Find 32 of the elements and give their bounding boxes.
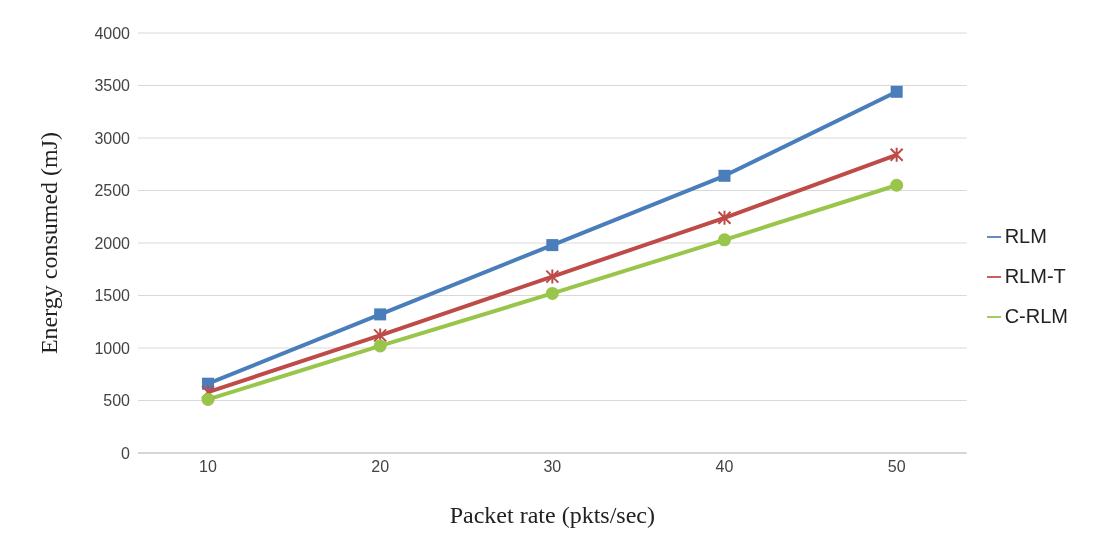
y-tick-label: 3500 [94, 77, 131, 95]
point [374, 308, 387, 321]
x-tick-label: 20 [371, 458, 390, 476]
point [545, 286, 559, 300]
y-tick-label: 2500 [94, 182, 131, 200]
y-tick-label: 500 [103, 392, 131, 410]
point [890, 85, 903, 98]
y-tick-label: 1000 [94, 339, 131, 357]
y-tick-label: 2000 [94, 234, 131, 252]
legend-label: RLM [1004, 224, 1047, 247]
legend-label: RLM-T [1004, 264, 1066, 287]
point [373, 327, 388, 344]
point [717, 233, 731, 247]
x-tick-label: 50 [887, 458, 906, 476]
y-tick-label: 3000 [94, 129, 131, 147]
x-tick-label: 30 [543, 458, 562, 476]
legend-label: C-RLM [1004, 304, 1068, 327]
point [717, 209, 732, 226]
x-tick-label: 10 [199, 458, 217, 476]
y-tick-label: 1500 [94, 287, 131, 305]
point [545, 268, 560, 285]
y-axis-title: Energy consumed (mJ) [35, 131, 62, 355]
x-axis-title: Packet rate (pkts/sec) [449, 502, 655, 528]
x-tick-label: 40 [715, 458, 734, 476]
point [890, 178, 904, 192]
point [718, 169, 731, 182]
point [373, 339, 387, 353]
point [546, 239, 559, 252]
point [889, 146, 904, 163]
y-tick-label: 4000 [94, 24, 131, 42]
y-tick-label: 0 [121, 444, 131, 462]
point [201, 392, 215, 406]
